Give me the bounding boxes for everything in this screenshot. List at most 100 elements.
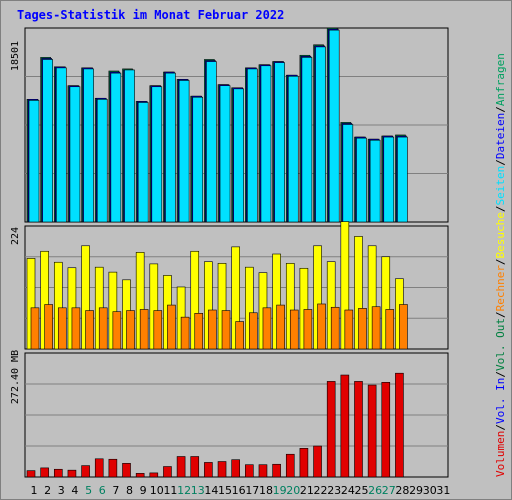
- right-legend-item: Vol. In: [494, 378, 507, 424]
- bar-volumen: [94, 458, 104, 478]
- bar-volumen: [354, 381, 363, 478]
- bar-seiten: [178, 80, 190, 223]
- right-legend-item: Vol. Out: [494, 318, 507, 371]
- bar-volumen: [395, 372, 404, 478]
- bar-seiten: [42, 59, 53, 223]
- bar-seiten: [110, 72, 122, 223]
- day-label: 1: [31, 484, 38, 497]
- bar-volumen: [53, 468, 63, 478]
- bar-seiten: [151, 86, 163, 223]
- day-label: 23: [327, 484, 341, 497]
- bar-rechner: [71, 307, 81, 350]
- day-label: 2: [44, 484, 51, 497]
- bar-rechner: [399, 304, 408, 350]
- bar-seiten: [233, 88, 244, 223]
- day-label: 17: [245, 484, 259, 497]
- bar-rechner: [235, 321, 244, 350]
- bar-volumen: [67, 469, 77, 478]
- bar-volumen: [367, 384, 377, 478]
- bar-seiten: [247, 68, 258, 223]
- bar-seiten: [328, 29, 340, 223]
- right-legend-item: Dateien: [494, 113, 507, 159]
- bar-seiten: [315, 46, 326, 223]
- day-label: 14: [204, 484, 218, 497]
- right-legend-item: /: [494, 424, 507, 431]
- day-label: 21: [300, 484, 314, 497]
- bar-volumen: [149, 472, 159, 478]
- bar-rechner: [262, 307, 272, 350]
- day-label: 30: [423, 484, 437, 497]
- bar-seiten: [55, 67, 67, 223]
- panel-2-ymax-label: 224: [10, 227, 21, 245]
- bar-rechner: [385, 309, 395, 350]
- bar-volumen: [258, 464, 268, 478]
- right-legend-item: Volumen: [494, 431, 507, 477]
- bar-seiten: [342, 124, 354, 223]
- bar-seiten: [124, 69, 135, 223]
- bar-rechner: [44, 304, 53, 350]
- bar-rechner: [98, 307, 108, 350]
- bar-rechner: [180, 316, 190, 350]
- day-label: 3: [58, 484, 65, 497]
- right-legend-item: /: [494, 311, 507, 318]
- day-label: 15: [218, 484, 232, 497]
- day-label: 10: [150, 484, 164, 497]
- bar-volumen: [163, 466, 172, 478]
- bar-volumen: [204, 462, 213, 478]
- bar-rechner: [358, 308, 367, 350]
- bar-volumen: [231, 459, 240, 478]
- bar-rechner: [167, 304, 176, 350]
- bar-rechner: [289, 309, 299, 350]
- day-label: 20: [286, 484, 300, 497]
- bar-rechner: [330, 306, 340, 350]
- right-legend-item: /: [494, 205, 507, 212]
- day-label: 13: [191, 484, 205, 497]
- day-label: 18: [259, 484, 273, 497]
- day-label: 9: [140, 484, 147, 497]
- bar-seiten: [274, 62, 285, 223]
- bar-seiten: [369, 139, 381, 223]
- bar-seiten: [219, 85, 231, 223]
- bar-seiten: [28, 100, 40, 223]
- day-label: 7: [112, 484, 119, 497]
- bar-seiten: [397, 136, 408, 223]
- bar-rechner: [85, 310, 94, 350]
- bar-rechner: [57, 307, 67, 350]
- bar-rechner: [371, 306, 381, 350]
- bar-rechner: [126, 310, 135, 350]
- right-legend-item: /: [494, 371, 507, 378]
- day-label: 6: [99, 484, 106, 497]
- bar-volumen: [190, 456, 200, 478]
- bar-rechner: [194, 313, 204, 350]
- bar-volumen: [217, 461, 227, 478]
- bar-volumen: [176, 456, 186, 478]
- bar-rechner: [249, 312, 258, 350]
- bar-seiten: [287, 75, 299, 223]
- day-label: 29: [409, 484, 423, 497]
- day-label: 24: [341, 484, 355, 497]
- panel-1-ymax-label: 18501: [10, 41, 21, 71]
- panel-3-ymax-label: 272.40 MB: [10, 350, 21, 404]
- day-label: 5: [85, 484, 92, 497]
- bar-seiten: [356, 137, 367, 223]
- bar-volumen: [135, 473, 145, 478]
- bar-rechner: [112, 311, 122, 350]
- bar-seiten: [69, 86, 81, 223]
- day-label: 28: [395, 484, 409, 497]
- bar-seiten: [137, 102, 149, 223]
- bar-rechner: [303, 309, 313, 350]
- day-label: 22: [314, 484, 328, 497]
- bar-volumen: [299, 448, 309, 478]
- right-legend-item: Rechner: [494, 265, 507, 312]
- bar-volumen: [326, 381, 336, 478]
- bar-seiten: [301, 57, 313, 223]
- bar-volumen: [122, 463, 131, 478]
- bar-seiten: [260, 65, 272, 223]
- bar-volumen: [340, 374, 350, 478]
- bar-rechner: [30, 307, 40, 350]
- day-label: 27: [382, 484, 396, 497]
- right-legend-item: /: [494, 106, 507, 113]
- bar-volumen: [381, 382, 391, 478]
